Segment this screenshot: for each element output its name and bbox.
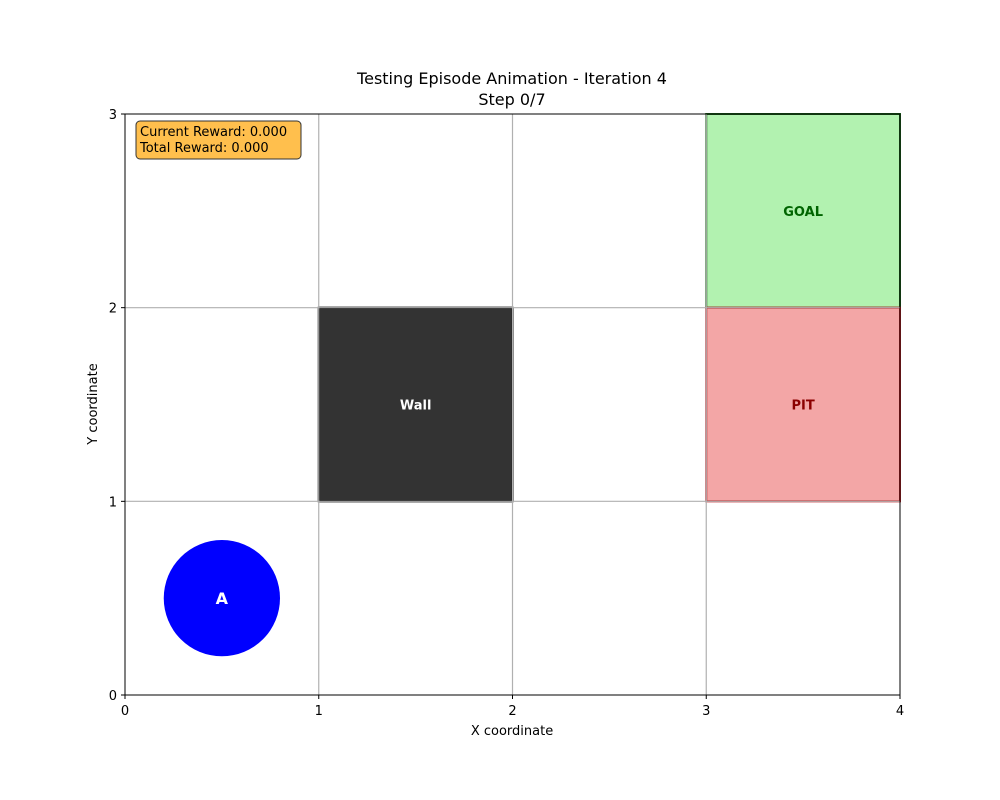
y-tick-label: 2: [109, 302, 117, 317]
y-axis-ticks: 0 1 2 3: [109, 108, 125, 704]
grid-lines: [125, 114, 900, 695]
y-tick-label: 1: [109, 495, 117, 510]
x-tick-label: 1: [315, 704, 323, 719]
agent-layer: A: [163, 540, 280, 657]
goal-label: GOAL: [783, 205, 823, 220]
wall-label: Wall: [400, 399, 432, 414]
chart-subtitle: Step 0/7: [478, 90, 545, 109]
reward-box-background: [135, 120, 302, 160]
x-tick-label: 4: [896, 704, 904, 719]
reward-info-box: Current Reward: 0.000 Total Reward: 0.00…: [135, 120, 302, 160]
total-reward-text: Total Reward: 0.000: [139, 141, 269, 156]
x-tick-label: 2: [508, 704, 516, 719]
pit-label: PIT: [792, 399, 815, 414]
y-tick-label: 3: [109, 108, 117, 123]
current-reward-text: Current Reward: 0.000: [140, 125, 287, 140]
y-axis-label: Y coordinate: [86, 363, 101, 445]
x-axis-ticks: 0 1 2 3 4: [121, 695, 904, 719]
agent-label: A: [216, 589, 229, 608]
x-tick-label: 3: [702, 704, 710, 719]
x-axis-label: X coordinate: [471, 724, 553, 739]
chart-title: Testing Episode Animation - Iteration 4: [356, 69, 667, 88]
agent-marker: [163, 540, 280, 657]
y-tick-label: 0: [109, 689, 117, 704]
x-tick-label: 0: [121, 704, 129, 719]
wall-cell: [317, 306, 514, 503]
plot-area: Wall GOAL PIT A: [124, 113, 901, 696]
